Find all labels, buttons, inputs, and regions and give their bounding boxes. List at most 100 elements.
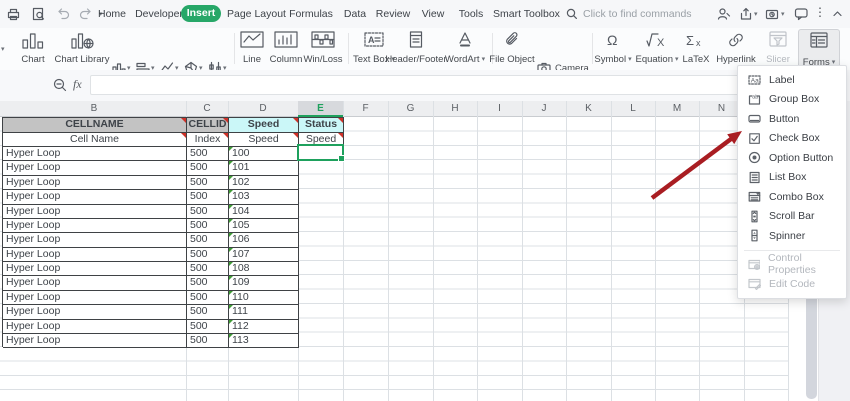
share-caret-icon[interactable]: ▾ [754,11,758,18]
print-preview-icon[interactable] [31,7,46,21]
share-icon[interactable] [739,7,754,21]
table-header-status[interactable]: Status [299,118,344,133]
table-cell[interactable]: 113 [229,333,299,349]
menu-item-button[interactable]: Button [738,109,846,129]
menu-item-check-box[interactable]: Check Box [738,129,846,149]
wordart-button[interactable]: WordArt ▾ [441,31,489,65]
tab-data[interactable]: Data [343,8,367,20]
table-cell[interactable]: 105 [229,218,299,234]
undo-icon[interactable] [56,7,71,21]
table-cell[interactable]: 500 [187,333,229,349]
column-header-N[interactable]: N [717,103,726,114]
redo-icon[interactable] [78,7,93,21]
column-header-K[interactable]: K [585,103,592,114]
table-cell[interactable]: Hyper Loop [3,247,187,262]
table-cell[interactable]: 112 [229,319,299,334]
table-header-cellid[interactable]: CELLID [187,118,229,133]
table-cell[interactable]: 500 [187,233,229,248]
version-caret-icon[interactable]: ▾ [781,11,785,18]
column-header-B[interactable]: B [90,103,98,114]
table-cell[interactable]: 500 [187,218,229,234]
collapse-ribbon-icon[interactable] [831,7,844,20]
table-header-cellname[interactable]: CELLNAME [3,118,187,133]
tab-page-layout[interactable]: Page Layout [227,8,286,20]
menu-item-group-box[interactable]: ab Group Box [738,90,846,110]
table-subheader-index[interactable]: Index [187,133,229,147]
table-cell[interactable]: Hyper Loop [3,147,187,162]
version-history-icon[interactable] [765,7,780,21]
table-subheader-cellname[interactable]: Cell Name [3,133,187,147]
table-cell[interactable]: Hyper Loop [3,190,187,205]
chart-library-button[interactable]: Chart Library [52,31,112,65]
column-header-H[interactable]: H [451,103,459,114]
text-box-button[interactable]: A Text Box ▾ [352,31,396,65]
hyperlink-button[interactable]: Hyperlink [714,31,758,65]
table-cell[interactable]: 107 [229,247,299,262]
formula-input[interactable] [90,75,840,95]
table-cell[interactable]: Hyper Loop [3,333,187,349]
table-cell[interactable]: 500 [187,319,229,334]
tab-home[interactable]: Home [97,8,126,20]
fx-icon[interactable]: fx [73,77,82,91]
table-cell[interactable]: Hyper Loop [3,161,187,176]
column-header-D[interactable]: D [259,103,267,114]
table-header-speed[interactable]: Speed [229,118,299,133]
table-cell[interactable]: 108 [229,262,299,277]
menu-item-combo-box[interactable]: Combo Box [738,187,846,207]
tab-smart-toolbox[interactable]: Smart Toolbox [493,8,560,20]
table-cell[interactable]: Hyper Loop [3,218,187,234]
tab-review[interactable]: Review [375,8,411,20]
table-cell[interactable]: 102 [229,175,299,191]
table-cell[interactable]: Hyper Loop [3,319,187,334]
table-cell[interactable]: 106 [229,233,299,248]
file-object-button[interactable]: File Object [489,31,535,65]
table-cell[interactable]: 111 [229,305,299,320]
menu-item-list-box[interactable]: List Box [738,168,846,188]
tab-view[interactable]: View [421,8,445,20]
header-footer-button[interactable]: Header/Footer [385,31,447,65]
print-icon[interactable] [6,7,21,21]
table-cell[interactable]: 500 [187,290,229,306]
quickbar-more-icon[interactable]: ▾ [99,11,103,18]
table-cell[interactable]: 500 [187,262,229,277]
table-cell[interactable]: 500 [187,161,229,176]
table-cell[interactable]: 104 [229,204,299,219]
table-cell[interactable]: Hyper Loop [3,262,187,277]
command-search[interactable]: Click to find commands [566,0,692,28]
column-header-F[interactable]: F [362,103,369,114]
forms-button[interactable]: Forms ▾ [798,29,840,71]
table-cell[interactable]: 500 [187,204,229,219]
menu-item-label[interactable]: Aa Label [738,70,846,90]
tab-tools[interactable]: Tools [458,8,484,20]
chart-button[interactable]: Chart [14,31,52,65]
table-cell[interactable]: 101 [229,161,299,176]
sparkline-column-button[interactable]: Column [267,31,305,65]
equation-button[interactable]: X Equation ▾ [632,31,682,65]
table-cell[interactable]: Hyper Loop [3,305,187,320]
table-cell[interactable]: 109 [229,276,299,291]
column-header-E[interactable]: E [298,101,343,117]
comment-icon[interactable] [794,7,809,21]
tab-developer[interactable]: Developer [135,8,183,20]
table-cell[interactable]: Hyper Loop [3,276,187,291]
column-header-C[interactable]: C [203,103,211,114]
column-header-L[interactable]: L [630,103,636,114]
account-icon[interactable] [716,7,731,21]
menu-item-option-button[interactable]: Option Button [738,148,846,168]
table-cell[interactable]: Hyper Loop [3,290,187,306]
column-header-M[interactable]: M [672,103,682,114]
table-subheader-speed[interactable]: Speed [229,133,299,147]
table-cell[interactable]: 500 [187,305,229,320]
more-options-icon[interactable]: ⋮ [814,5,826,19]
column-header-I[interactable]: I [498,103,501,114]
table-cell[interactable]: 110 [229,290,299,306]
table-cell[interactable]: 500 [187,175,229,191]
symbol-button[interactable]: Ω Symbol ▾ [594,32,632,65]
tab-insert[interactable]: Insert [181,5,221,22]
table-cell[interactable]: Hyper Loop [3,204,187,219]
menu-item-scroll-bar[interactable]: Scroll Bar [738,207,846,227]
column-header-G[interactable]: G [406,103,415,114]
table-cell[interactable]: 500 [187,190,229,205]
table-cell[interactable]: Hyper Loop [3,175,187,191]
